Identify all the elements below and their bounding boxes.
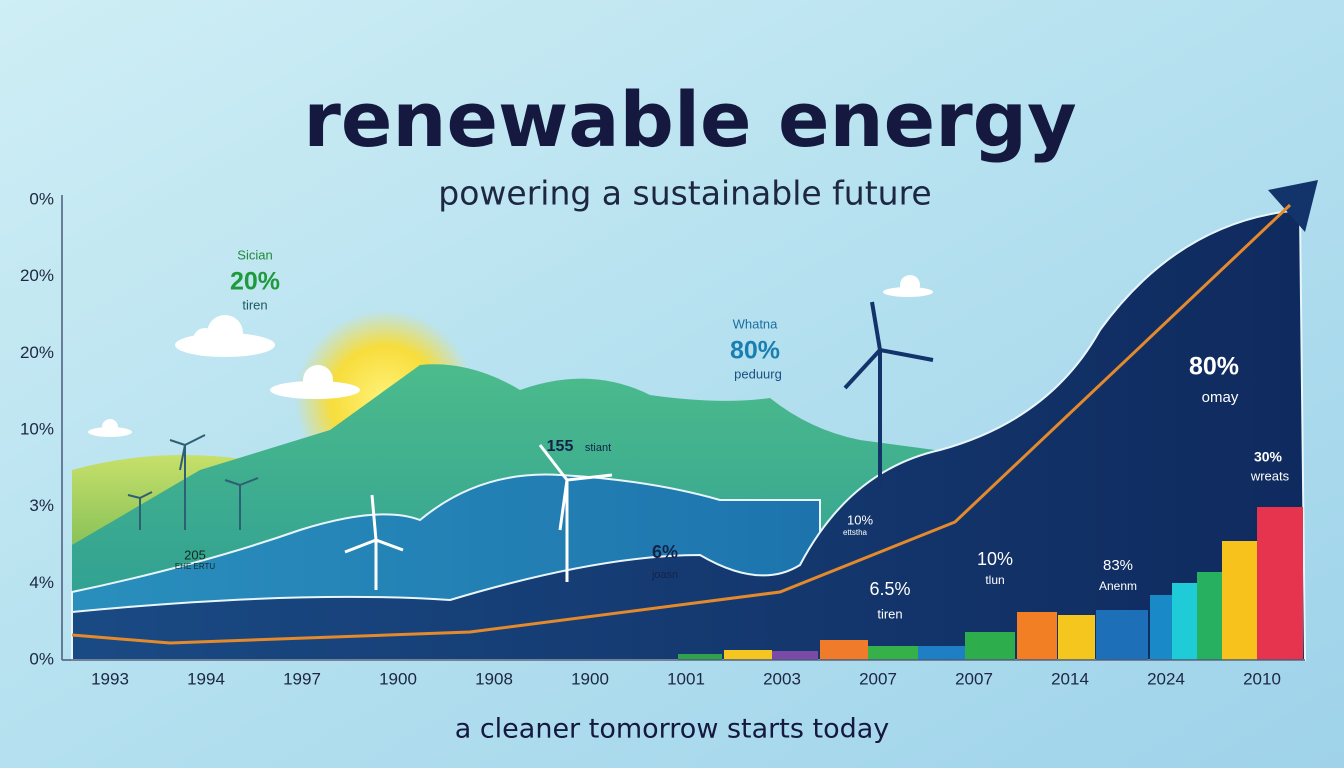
y-axis-label: 4% xyxy=(29,573,54,592)
y-axis-label: 3% xyxy=(29,496,54,515)
annotation-value: 10% xyxy=(977,549,1013,569)
clouds xyxy=(88,275,933,437)
x-axis-label: 1001 xyxy=(667,669,705,688)
annotation-value: 83% xyxy=(1103,557,1133,574)
annotation-caption: EHE ERTU xyxy=(175,562,216,571)
y-axis-label: 20% xyxy=(20,343,54,362)
subtitle: powering a sustainable future xyxy=(438,174,931,213)
x-axis-labels: 1993 1994 1997 1900 1908 1900 1001 2003 2007 2007… xyxy=(91,669,1281,688)
x-axis-label: 2007 xyxy=(955,669,993,688)
arrow-head xyxy=(1268,180,1318,232)
annotation-caption: ettstha xyxy=(843,528,868,537)
x-axis-label: 1908 xyxy=(475,669,513,688)
annotation-value: 20% xyxy=(230,268,280,296)
annotations: Sician 20% tiren Whatna 80% peduurg 155 … xyxy=(175,247,1290,621)
annotation-caption: peduurg xyxy=(734,366,782,381)
x-axis-label: 2010 xyxy=(1243,669,1281,688)
x-axis-label: 1900 xyxy=(379,669,417,688)
dark-turbine xyxy=(843,301,934,490)
trend-line xyxy=(71,203,1292,645)
footer: a cleaner tomorrow starts today xyxy=(455,714,890,745)
annotation-value: 80% xyxy=(730,337,780,365)
annotation-caption: stiant xyxy=(585,442,611,454)
small-turbines xyxy=(127,434,259,530)
x-axis-label: 2007 xyxy=(859,669,897,688)
annotation-caption: joasn xyxy=(651,569,678,581)
y-axis-label: 20% xyxy=(20,266,54,285)
annotation-caption: tiren xyxy=(242,297,267,312)
annotation-value: 80% xyxy=(1189,353,1239,381)
annotation-heading: Whatna xyxy=(733,316,779,331)
annotation-value: 30% xyxy=(1254,449,1283,465)
annotation-value: 10% xyxy=(847,512,873,527)
annotation-value: 155 xyxy=(547,438,574,455)
bars xyxy=(678,507,1303,660)
annotation-caption: omay xyxy=(1202,389,1239,406)
y-axis-label: 0% xyxy=(29,649,54,668)
turbines xyxy=(344,444,613,590)
annotation-value: 6.5% xyxy=(869,579,910,599)
title: renewable energy xyxy=(303,75,1076,164)
y-axis-labels: 0% 20% 20% 10% 3% 4% 0% xyxy=(20,189,54,668)
y-axis-label: 0% xyxy=(29,189,54,208)
annotation-caption: tiren xyxy=(877,606,902,621)
x-axis-label: 1900 xyxy=(571,669,609,688)
x-axis-label: 2014 xyxy=(1051,669,1089,688)
x-axis-label: 1997 xyxy=(283,669,321,688)
x-axis-label: 2003 xyxy=(763,669,801,688)
annotation-caption: tlun xyxy=(985,573,1004,587)
annotation-caption: Anenm xyxy=(1099,579,1137,593)
annotation-value: 6% xyxy=(652,542,678,562)
x-axis-label: 1993 xyxy=(91,669,129,688)
y-axis-label: 10% xyxy=(20,419,54,438)
x-axis-label: 1994 xyxy=(187,669,225,688)
annotation-value: 205 xyxy=(184,547,206,562)
annotation-heading: Sician xyxy=(237,247,272,262)
annotation-caption: wreats xyxy=(1250,468,1290,483)
x-axis-label: 2024 xyxy=(1147,669,1185,688)
navy-area xyxy=(71,208,1307,661)
